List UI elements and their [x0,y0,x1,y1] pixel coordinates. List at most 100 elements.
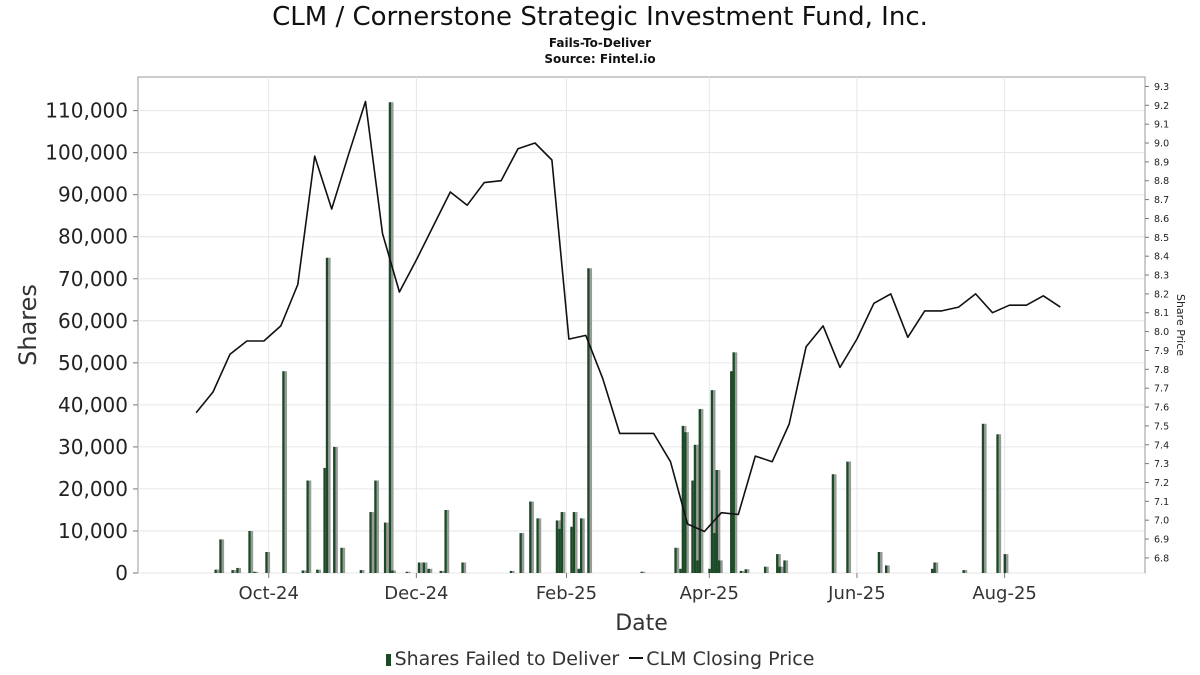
ftd-bar [405,571,409,573]
ftd-bar-shadow [713,390,716,573]
ftd-bar [306,480,309,573]
ftd-bar [427,568,430,573]
y-tick-label: 90,000 [58,183,128,207]
y-tick-label: 60,000 [58,309,128,333]
ftd-bar-shadow [233,570,237,573]
ftd-bar [739,570,743,573]
y-tick-label: 20,000 [58,477,128,501]
ftd-bar [214,569,217,573]
ftd-bar-shadow [778,554,781,573]
ftd-bar [444,509,447,573]
ftd-bar-shadow [538,518,542,573]
ftd-bar-shadow [216,569,220,573]
y-tick-label: 40,000 [58,393,128,417]
y2-tick-label: 9.2 [1154,101,1169,112]
ftd-bar [710,390,714,573]
ftd-bar [301,570,305,573]
ftd-bar [996,434,999,573]
ftd-bar-shadow [887,565,890,573]
x-tick-label: Dec-24 [384,583,448,604]
ftd-bar [674,547,677,573]
ftd-bar-shadow [642,571,646,573]
y2-tick-label: 9.1 [1154,120,1169,131]
ftd-bar-shadow [446,509,450,573]
y2-tick-label: 8.7 [1154,195,1169,206]
ftd-bar-shadow [393,570,396,573]
ftd-bar-shadow [408,571,411,573]
y-tick-label: 0 [115,561,128,585]
ftd-bar [831,474,835,573]
ftd-bar-shadow [429,568,433,573]
y-tick-label: 50,000 [58,351,128,375]
ftd-bar [684,432,687,573]
ftd-bar-shadow [563,512,566,573]
ftd-bar-shadow [676,547,680,573]
ftd-bar-shadow [308,480,312,573]
legend-item-price: CLM Closing Price [629,648,814,670]
y2-tick-label: 8.2 [1154,289,1169,300]
ftd-bar [730,371,733,573]
ftd-bar [333,446,336,573]
ftd-bar-shadow [267,551,271,573]
y2-tick-label: 7.5 [1154,421,1169,432]
y-axis-title: Shares [14,284,42,366]
legend-item-ftd: Shares Failed to Deliver [385,648,619,670]
ftd-bar [282,371,285,573]
ftd-bar [981,423,985,573]
ftd-bar-shadow [696,444,699,573]
y2-tick-label: 8.9 [1154,157,1169,168]
price-line [195,100,1061,533]
ftd-bar-shadow [984,423,987,573]
ftd-bar-shadow [720,560,723,573]
ftd-bar [930,568,934,573]
ftd-bar [536,518,539,573]
ftd-bar [236,567,239,573]
y2-tick-label: 7.2 [1154,478,1169,489]
ftd-bar-shadow [362,570,365,573]
ftd-bar-shadow [238,567,242,573]
y2-tick-label: 7.8 [1154,365,1169,376]
ftd-bar [555,520,559,573]
y2-tick-label: 7.4 [1154,440,1169,451]
ftd-bar [1003,554,1007,573]
ftd-bar-shadow [371,512,375,573]
ftd-bar [374,480,377,573]
y2-tick-label: 6.8 [1154,553,1169,564]
ftd-bar [461,562,464,573]
chart-subtitle: Fails-To-Deliver [548,36,652,50]
y2-tick-label: 8.8 [1154,176,1169,187]
ftd-bar [519,533,522,573]
ftd-bar [248,530,251,573]
ftd-bar [422,562,426,573]
ftd-bar [253,571,256,573]
ftd-bar-shadow [335,446,338,573]
ftd-bar-shadow [742,570,745,573]
ftd-bar-shadow [512,570,515,573]
ftd-bar [560,512,564,573]
x-tick-label: Feb-25 [536,583,597,604]
ftd-bar-shadow [318,569,321,573]
ftd-bar [439,570,442,573]
ftd-bar-shadow [582,518,585,573]
ftd-bar [509,570,513,573]
y2-tick-label: 7.1 [1154,497,1169,508]
y-tick-label: 10,000 [58,519,128,543]
ftd-bar-shadow [935,562,939,573]
ftd-bar-shadow [376,480,380,573]
ftd-bar-shadow [848,461,852,573]
y2-axis-title: Share Price [1174,294,1187,356]
ftd-bar [708,568,711,573]
ftd-bar-shadow [686,432,689,573]
ftd-bar [693,444,697,573]
legend-swatch-price [629,657,644,659]
ftd-bar [884,565,888,573]
ftd-bar [732,352,735,573]
ftd-bar-shadow [734,352,738,573]
chart-legend: Shares Failed to Deliver CLM Closing Pri… [0,648,1200,670]
ftd-bar [579,518,583,573]
ftd-bar-shadow [575,512,578,573]
ftd-bar [325,257,329,573]
y2-tick-label: 8.6 [1154,214,1169,225]
ftd-bar [763,566,767,573]
y2-tick-label: 7.7 [1154,384,1169,395]
